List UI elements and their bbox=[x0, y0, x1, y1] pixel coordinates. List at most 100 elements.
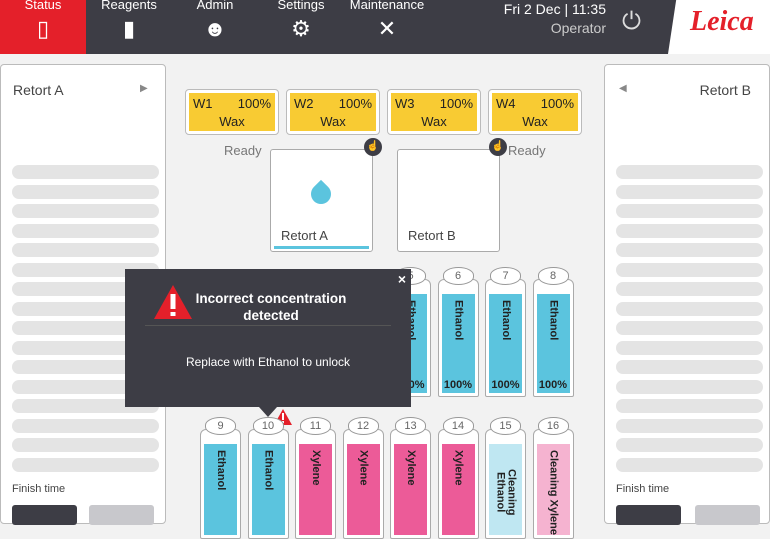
step-placeholder bbox=[12, 321, 159, 335]
panel-button-light[interactable] bbox=[695, 505, 760, 525]
reagent-name: Ethanol bbox=[262, 450, 275, 491]
panel-button-dark[interactable] bbox=[616, 505, 681, 525]
step-list bbox=[12, 165, 159, 477]
wax-bath-w4[interactable]: W4 100% Wax bbox=[488, 89, 582, 135]
bottle-12[interactable]: 12 Xylene bbox=[342, 417, 384, 539]
step-placeholder bbox=[616, 184, 763, 199]
reagent-name: Xylene bbox=[357, 450, 370, 486]
reagent-fill: Xylene bbox=[346, 444, 380, 535]
bottle-number: 10 bbox=[252, 417, 284, 435]
step-placeholder bbox=[12, 184, 159, 199]
hand-touch-icon[interactable]: ☝ bbox=[489, 138, 507, 156]
bottle-number: 9 bbox=[205, 417, 236, 435]
step-placeholder bbox=[12, 301, 159, 316]
reagents-icon: ▮ bbox=[122, 16, 136, 41]
wax-fill: W4 100% Wax bbox=[492, 93, 578, 131]
warning-icon bbox=[154, 285, 192, 319]
reagent-percent: 100% bbox=[491, 379, 520, 391]
expand-arrow-icon[interactable]: ▶ bbox=[140, 83, 148, 94]
wax-bath-w2[interactable]: W2 100% Wax bbox=[286, 89, 380, 135]
nav-settings[interactable]: Settings ⚙ bbox=[258, 0, 344, 54]
wax-name: Wax bbox=[522, 114, 548, 129]
nav-reagents[interactable]: Reagents ▮ bbox=[86, 0, 172, 54]
step-placeholder bbox=[616, 379, 763, 394]
popup-title: Incorrect concentration detected bbox=[195, 291, 347, 323]
bottle-body: Ethanol 100% bbox=[485, 279, 526, 397]
bottle-9[interactable]: 9 Ethanol bbox=[200, 417, 241, 539]
retort-label: Retort B bbox=[408, 228, 456, 243]
wax-fill: W1 100% Wax bbox=[189, 93, 275, 131]
bottle-14[interactable]: 14 Xylene bbox=[437, 417, 479, 539]
divider bbox=[145, 325, 391, 326]
retort-b[interactable]: Retort B bbox=[397, 149, 500, 252]
bottle-number: 11 bbox=[300, 417, 331, 435]
wax-fill: W3 100% Wax bbox=[391, 93, 477, 131]
step-placeholder bbox=[12, 223, 159, 238]
bottle-body: Xylene bbox=[342, 429, 384, 539]
retort-label: Retort A bbox=[281, 228, 328, 243]
finish-time-label: Finish time bbox=[12, 483, 66, 495]
bottle-body: Ethanol 100% bbox=[532, 279, 574, 397]
nav-maintenance[interactable]: Maintenance ✕ bbox=[344, 0, 430, 54]
status-icon: ▯ bbox=[36, 16, 50, 41]
bottle-number: 16 bbox=[537, 417, 569, 435]
reagent-name: Ethanol bbox=[547, 300, 560, 341]
power-icon[interactable]: ⏻ bbox=[622, 8, 641, 35]
reagent-name: Ethanol bbox=[452, 300, 465, 341]
reagent-name: Xylene bbox=[452, 450, 465, 486]
nav-label: Maintenance bbox=[349, 0, 425, 12]
retort-b-panel: Retort B ◀ Finish time bbox=[604, 64, 770, 525]
bottle-10[interactable]: 10 Ethanol bbox=[247, 409, 292, 539]
leica-logo: Leica bbox=[668, 0, 770, 54]
nav-label: Settings bbox=[277, 0, 325, 12]
wax-percent: 100% bbox=[439, 96, 473, 111]
reagent-fill: Ethanol 100% bbox=[489, 294, 522, 393]
wax-id: W1 bbox=[193, 96, 213, 111]
reagent-name: Xylene bbox=[310, 450, 322, 486]
nav-status[interactable]: Status ▯ bbox=[0, 0, 86, 54]
wax-percent: 100% bbox=[237, 96, 271, 111]
bottle-body: Xylene bbox=[390, 429, 431, 539]
close-icon[interactable]: × bbox=[397, 271, 406, 287]
step-placeholder bbox=[12, 360, 159, 374]
panel-title: Retort A bbox=[13, 82, 64, 98]
step-placeholder bbox=[616, 321, 763, 335]
step-placeholder bbox=[12, 438, 159, 452]
step-placeholder bbox=[12, 379, 159, 394]
reagent-name: Ethanol bbox=[500, 300, 512, 341]
panel-button-light[interactable] bbox=[89, 505, 154, 525]
panel-button-dark[interactable] bbox=[12, 505, 77, 525]
panel-title: Retort B bbox=[699, 82, 751, 98]
expand-arrow-icon[interactable]: ◀ bbox=[619, 83, 627, 94]
bottle-15[interactable]: 15 Cleaning Ethanol bbox=[485, 417, 526, 539]
step-placeholder bbox=[12, 340, 159, 355]
reagent-percent: 100% bbox=[538, 379, 568, 391]
bottle-6[interactable]: 6 Ethanol 100% bbox=[437, 267, 479, 397]
reagent-fill: Xylene bbox=[299, 444, 332, 535]
bottle-13[interactable]: 13 Xylene bbox=[390, 417, 431, 539]
bottle-7[interactable]: 7 Ethanol 100% bbox=[485, 267, 526, 397]
bottle-8[interactable]: 8 Ethanol 100% bbox=[532, 267, 574, 397]
nav-admin[interactable]: Admin ☻ bbox=[172, 0, 258, 54]
bottle-number: 7 bbox=[490, 267, 521, 285]
wax-bath-w1[interactable]: W1 100% Wax bbox=[185, 89, 279, 135]
reagent-name: Cleaning Xylene bbox=[547, 450, 560, 535]
bottle-body: Xylene bbox=[437, 429, 479, 539]
retort-b-status: Ready bbox=[508, 143, 546, 158]
bottle-body: Ethanol bbox=[200, 429, 241, 539]
bottle-11[interactable]: 11 Xylene bbox=[295, 417, 336, 539]
wax-percent: 100% bbox=[540, 96, 574, 111]
bottle-16[interactable]: 16 Cleaning Xylene bbox=[532, 417, 574, 539]
step-placeholder bbox=[12, 243, 159, 257]
bottle-body: Cleaning Xylene bbox=[532, 429, 574, 539]
user-role[interactable]: Operator bbox=[550, 20, 606, 36]
step-placeholder bbox=[616, 243, 763, 257]
wax-bath-w3[interactable]: W3 100% Wax bbox=[387, 89, 481, 135]
reagent-fill: Ethanol 100% bbox=[536, 294, 570, 393]
bottle-number: 12 bbox=[347, 417, 379, 435]
retort-a[interactable]: Retort A bbox=[270, 149, 373, 252]
drop-icon bbox=[306, 179, 336, 209]
hand-touch-icon[interactable]: ☝ bbox=[364, 138, 382, 156]
warning-popup: Incorrect concentration detected Replace… bbox=[125, 269, 411, 417]
step-placeholder bbox=[12, 165, 159, 179]
